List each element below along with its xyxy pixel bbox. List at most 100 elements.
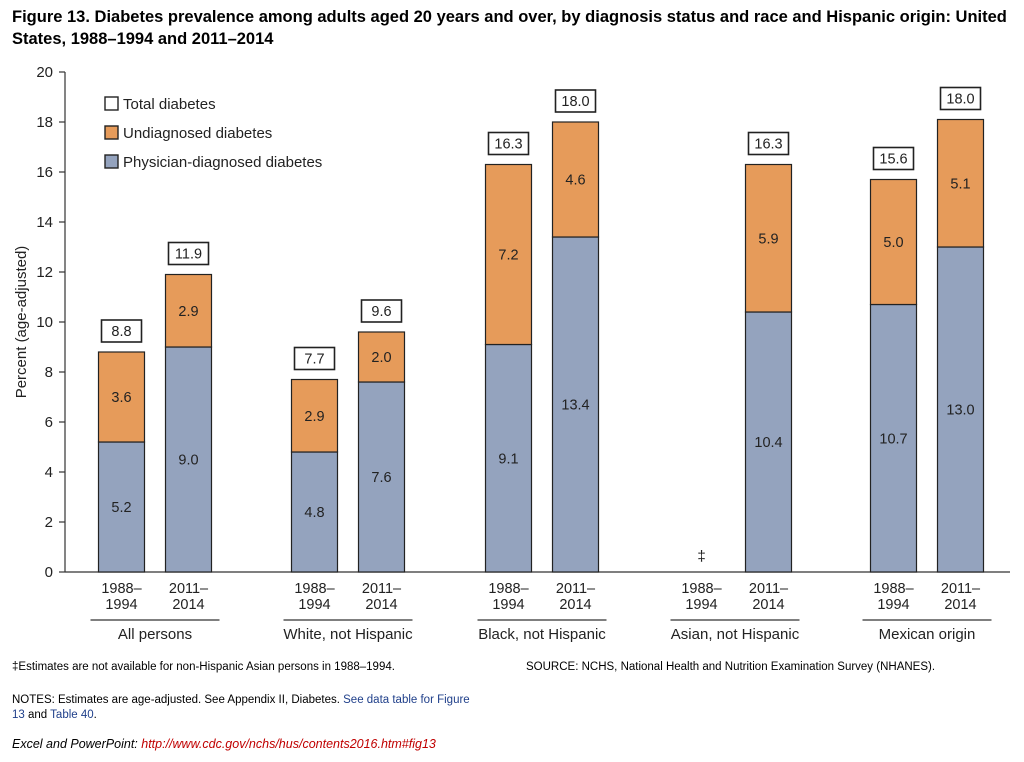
undiagnosed-value-label: 2.0: [371, 350, 391, 366]
x-tick-label: 2011–: [749, 581, 789, 597]
group-label: Mexican origin: [879, 626, 976, 643]
total-value-box: [360, 299, 403, 323]
total-value-label: 18.0: [561, 94, 589, 110]
x-tick-label: 1994: [298, 597, 330, 613]
legend-label-total: Total diabetes: [123, 96, 216, 113]
undiagnosed-value-label: 5.1: [950, 176, 970, 192]
legend-label-physician: Physician-diagnosed diabetes: [123, 154, 322, 171]
total-value-label: 18.0: [946, 92, 974, 108]
undiagnosed-value-label: 3.6: [111, 390, 131, 406]
notes-and: and: [24, 709, 51, 721]
physician-diagnosed-segment: [936, 246, 985, 573]
x-tick-label: 1988–: [294, 581, 335, 597]
total-value-box: [554, 89, 597, 113]
physician-diagnosed-segment: [869, 303, 918, 573]
physician-diagnosed-segment: [164, 346, 213, 573]
physician-value-label: 9.0: [178, 453, 198, 469]
physician-diagnosed-segment: [290, 451, 339, 573]
undiagnosed-segment: [744, 163, 793, 313]
y-tick-label: 20: [36, 64, 53, 81]
notes-text: NOTES: Estimates are age-adjusted. See A…: [12, 694, 344, 706]
x-tick-label: 2014: [944, 597, 976, 613]
y-tick-label: 10: [36, 314, 53, 331]
y-tick-label: 2: [45, 514, 53, 531]
undiagnosed-value-label: 4.6: [565, 173, 585, 189]
notes-end: .: [93, 709, 97, 721]
undiagnosed-value-label: 2.9: [178, 304, 198, 320]
group-label: Asian, not Hispanic: [671, 626, 800, 643]
y-tick-label: 18: [36, 114, 53, 131]
physician-value-label: 10.4: [754, 435, 782, 451]
not-available-mark: ‡: [697, 548, 705, 565]
undiagnosed-segment: [290, 378, 339, 453]
x-tick-label: 2014: [559, 597, 591, 613]
excel-powerpoint-note: Excel and PowerPoint: http://www.cdc.gov…: [12, 737, 436, 752]
y-tick-label: 8: [45, 364, 53, 381]
source-note: SOURCE: NCHS, National Health and Nutrit…: [526, 661, 936, 673]
total-value-label: 9.6: [371, 304, 391, 320]
x-tick-label: 1988–: [873, 581, 914, 597]
physician-value-label: 10.7: [879, 431, 907, 447]
undiagnosed-segment: [869, 178, 918, 306]
physician-value-label: 5.2: [111, 500, 131, 516]
x-tick-label: 1994: [492, 597, 524, 613]
data-table-link[interactable]: See data table for Figure 13: [12, 694, 470, 721]
group-label: White, not Hispanic: [283, 626, 413, 643]
x-tick-label: 2011–: [362, 581, 402, 597]
x-tick-label: 2014: [172, 597, 204, 613]
total-value-label: 11.9: [175, 247, 202, 263]
footnote-not-available: ‡Estimates are not available for non-His…: [12, 661, 395, 673]
undiagnosed-segment: [357, 331, 406, 383]
x-tick-label: 1994: [105, 597, 137, 613]
y-tick-label: 0: [45, 564, 53, 581]
x-tick-label: 1988–: [488, 581, 529, 597]
table-40-link[interactable]: Table 40: [50, 709, 94, 721]
excel-url-link[interactable]: http://www.cdc.gov/nchs/hus/contents2016…: [141, 737, 436, 751]
group-label: Black, not Hispanic: [478, 626, 606, 643]
physician-value-label: 7.6: [371, 470, 391, 486]
legend-swatch-total: [104, 96, 119, 111]
total-value-label: 8.8: [111, 324, 131, 340]
total-value-label: 15.6: [879, 152, 907, 168]
total-value-box: [747, 131, 790, 156]
total-value-label: 7.7: [304, 352, 324, 368]
undiagnosed-value-label: 5.0: [883, 235, 903, 251]
x-tick-label: 1988–: [681, 581, 722, 597]
legend-swatch-undiagnosed: [104, 125, 119, 140]
physician-diagnosed-segment: [484, 343, 533, 573]
total-value-box: [167, 241, 210, 266]
total-value-box: [872, 146, 915, 171]
total-value-label: 16.3: [494, 137, 522, 153]
undiagnosed-value-label: 5.9: [758, 231, 778, 247]
undiagnosed-segment: [484, 163, 533, 346]
x-tick-label: 1994: [877, 597, 909, 613]
undiagnosed-segment: [97, 351, 146, 443]
y-axis-label: Percent (age-adjusted): [13, 246, 30, 399]
x-tick-label: 2011–: [169, 581, 209, 597]
x-tick-label: 1994: [685, 597, 717, 613]
legend-label-undiagnosed: Undiagnosed diabetes: [123, 125, 272, 142]
undiagnosed-segment: [551, 121, 600, 238]
undiagnosed-segment: [936, 118, 985, 248]
legend-swatch-physician: [104, 154, 119, 169]
x-tick-label: 2011–: [556, 581, 596, 597]
physician-value-label: 13.0: [946, 403, 974, 419]
total-value-box: [100, 319, 143, 343]
physician-diagnosed-segment: [551, 236, 600, 573]
physician-diagnosed-segment: [744, 311, 793, 573]
x-tick-label: 2011–: [941, 581, 981, 597]
physician-value-label: 13.4: [561, 398, 589, 414]
total-value-box: [293, 346, 336, 371]
x-tick-label: 2014: [365, 597, 397, 613]
total-value-label: 16.3: [754, 137, 782, 153]
physician-value-label: 4.8: [304, 505, 324, 521]
y-tick-label: 14: [36, 214, 53, 231]
y-tick-label: 4: [45, 464, 53, 481]
figure-title: Figure 13. Diabetes prevalence among adu…: [12, 8, 1007, 48]
undiagnosed-value-label: 2.9: [304, 409, 324, 425]
y-tick-label: 12: [36, 264, 53, 281]
excel-label: Excel and PowerPoint:: [12, 737, 142, 751]
notes: NOTES: Estimates are age-adjusted. See A…: [12, 693, 482, 723]
undiagnosed-segment: [164, 273, 213, 348]
undiagnosed-value-label: 7.2: [498, 248, 518, 264]
